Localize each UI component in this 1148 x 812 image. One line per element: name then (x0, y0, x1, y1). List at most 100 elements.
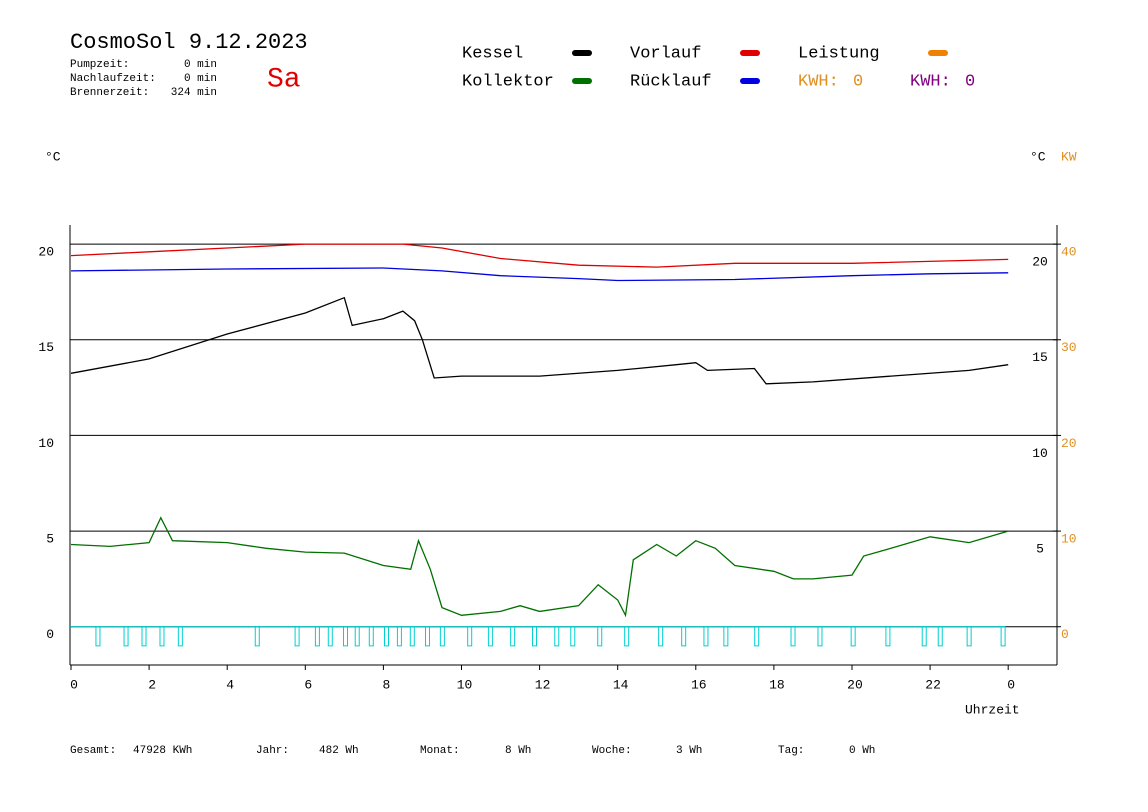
pulse (921, 626, 927, 647)
x-tick-label: 10 (457, 677, 473, 692)
pulse (723, 626, 729, 647)
inner-y-tick-label: 15 (1032, 350, 1048, 365)
pulse (597, 626, 603, 647)
x-tick-label: 14 (613, 677, 629, 692)
pulse (354, 626, 360, 647)
kwh-label: KWH: (910, 72, 951, 91)
pulse (294, 626, 300, 647)
footer-value: 47928 KWh (133, 745, 192, 757)
info-value: 0 min (184, 59, 217, 71)
footer-value: 3 Wh (676, 745, 702, 757)
pulse (658, 626, 664, 647)
pulse (966, 626, 972, 647)
pulse (681, 626, 687, 647)
footer-label: Woche: (592, 745, 632, 757)
chart-title: CosmoSol 9.12.2023 (70, 30, 308, 55)
y-axis-label: °C (45, 149, 61, 164)
footer-value: 8 Wh (505, 745, 531, 757)
kwh-value: 0 (853, 72, 863, 91)
legend-label: Kollektor (462, 72, 554, 91)
pulse (467, 626, 473, 647)
footer-label: Gesamt: (70, 745, 116, 757)
pulse (570, 626, 576, 647)
pulse (177, 626, 183, 647)
pulse (425, 626, 431, 647)
y2-tick-label: 0 (1061, 627, 1069, 642)
pulse (343, 626, 349, 647)
inner-y-tick-label: 5 (1036, 542, 1044, 557)
y2-tick-label: 30 (1061, 340, 1077, 355)
pulse (384, 626, 390, 647)
series-line (70, 296, 1009, 385)
pulse (123, 626, 129, 647)
x-tick-label: 0 (1007, 677, 1015, 692)
y-tick-label: 15 (38, 340, 54, 355)
legend-label: Rücklauf (630, 72, 712, 91)
info-value: 0 min (184, 73, 217, 85)
pulse (327, 626, 333, 647)
y2-axis-label-unit: °C (1030, 149, 1046, 164)
pulse (510, 626, 516, 647)
pulse (409, 626, 415, 647)
footer-value: 482 Wh (319, 745, 359, 757)
pulse (817, 626, 823, 647)
footer-label: Tag: (778, 745, 804, 757)
y-tick-label: 10 (38, 436, 54, 451)
series-line (70, 516, 1009, 618)
pulse (554, 626, 560, 647)
x-tick-label: 16 (691, 677, 707, 692)
y2-tick-label: 20 (1061, 436, 1077, 451)
pulse (141, 626, 147, 647)
pulse (439, 626, 445, 647)
footer-label: Monat: (420, 745, 460, 757)
pulse (937, 626, 943, 647)
pulse (95, 626, 101, 647)
x-tick-label: 4 (226, 677, 234, 692)
y2-tick-label: 10 (1061, 532, 1077, 547)
pulse (487, 626, 493, 647)
pulse (790, 626, 796, 647)
pulse (703, 626, 709, 647)
x-tick-label: 22 (925, 677, 941, 692)
footer-label: Jahr: (256, 745, 289, 757)
pulse (368, 626, 374, 647)
x-tick-label: 12 (535, 677, 551, 692)
info-label: Nachlaufzeit: (70, 73, 156, 85)
pulse (885, 626, 891, 647)
x-axis-label: Uhrzeit (965, 702, 1020, 717)
pulse (532, 626, 538, 647)
pulse (159, 626, 165, 647)
x-tick-label: 20 (847, 677, 863, 692)
pulse (314, 626, 320, 647)
inner-y-tick-label: 10 (1032, 446, 1048, 461)
series-line (70, 243, 1009, 268)
x-tick-label: 8 (382, 677, 390, 692)
info-label: Brennerzeit: (70, 87, 149, 99)
y-tick-label: 5 (46, 532, 54, 547)
y-tick-label: 0 (46, 627, 54, 642)
x-tick-label: 6 (304, 677, 312, 692)
inner-y-tick-label: 20 (1032, 255, 1048, 270)
weekday: Sa (267, 64, 301, 95)
info-value: 324 min (171, 87, 217, 99)
x-tick-label: 18 (769, 677, 785, 692)
pulse (624, 626, 630, 647)
pulse (850, 626, 856, 647)
x-tick-label: 2 (148, 677, 156, 692)
footer-value: 0 Wh (849, 745, 875, 757)
y2-tick-label: 40 (1061, 245, 1077, 260)
legend-label: Kessel (462, 44, 523, 63)
pulse (396, 626, 402, 647)
legend-label: Vorlauf (630, 44, 701, 63)
x-tick-label: 0 (70, 677, 78, 692)
pulse (1000, 626, 1006, 647)
kwh-value: 0 (965, 72, 975, 91)
kwh-label: KWH: (798, 72, 839, 91)
pulse (754, 626, 760, 647)
series-line (70, 267, 1009, 282)
legend-label: Leistung (798, 44, 880, 63)
pulse (254, 626, 260, 647)
info-label: Pumpzeit: (70, 59, 129, 71)
y-tick-label: 20 (38, 245, 54, 260)
